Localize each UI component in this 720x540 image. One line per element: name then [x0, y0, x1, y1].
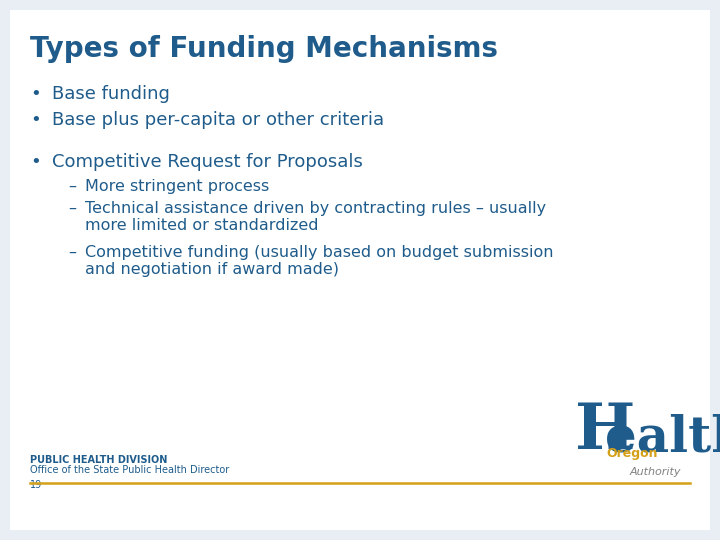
- Text: Competitive Request for Proposals: Competitive Request for Proposals: [52, 153, 363, 171]
- Text: –: –: [68, 179, 76, 194]
- Text: Oregon: Oregon: [606, 447, 657, 460]
- Text: PUBLIC HEALTH DIVISION: PUBLIC HEALTH DIVISION: [30, 455, 167, 465]
- Text: Competitive funding (usually based on budget submission
and negotiation if award: Competitive funding (usually based on bu…: [85, 245, 554, 278]
- FancyBboxPatch shape: [10, 10, 710, 530]
- Text: •: •: [30, 111, 41, 129]
- Text: Types of Funding Mechanisms: Types of Funding Mechanisms: [30, 35, 498, 63]
- Text: –: –: [68, 245, 76, 260]
- Text: Base plus per-capita or other criteria: Base plus per-capita or other criteria: [52, 111, 384, 129]
- Text: More stringent process: More stringent process: [85, 179, 269, 194]
- Text: Technical assistance driven by contracting rules – usually
more limited or stand: Technical assistance driven by contracti…: [85, 201, 546, 233]
- Text: 19: 19: [30, 480, 42, 490]
- Text: –: –: [68, 201, 76, 216]
- Text: ealth: ealth: [605, 413, 720, 462]
- Text: •: •: [30, 153, 41, 171]
- Text: Base funding: Base funding: [52, 85, 170, 103]
- Text: Office of the State Public Health Director: Office of the State Public Health Direct…: [30, 465, 229, 475]
- Text: Authority: Authority: [630, 467, 682, 477]
- Text: H: H: [575, 401, 635, 462]
- Text: •: •: [30, 85, 41, 103]
